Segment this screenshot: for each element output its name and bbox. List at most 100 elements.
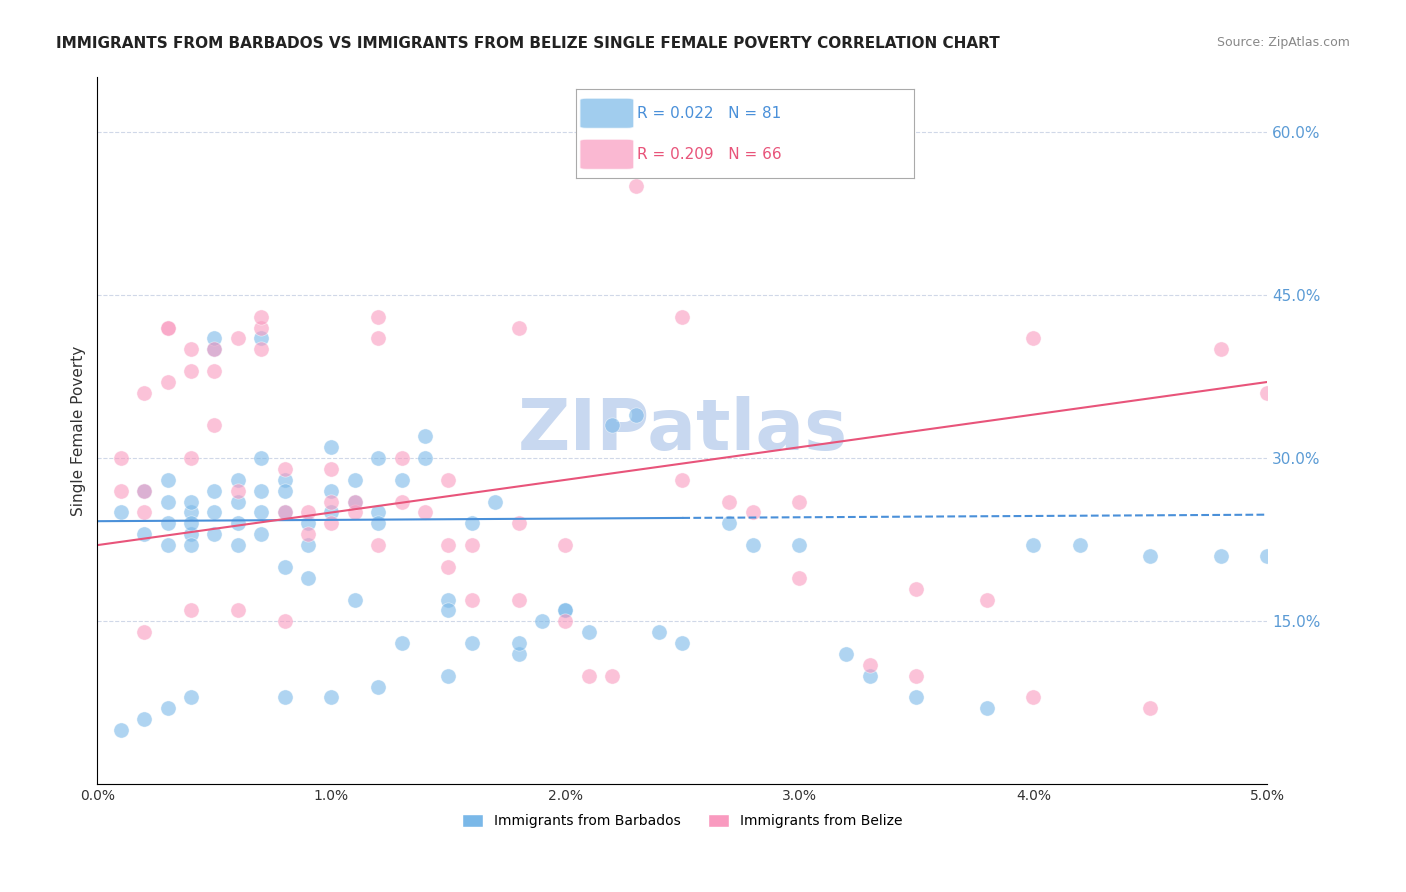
Point bbox=[367, 310, 389, 324]
Point bbox=[321, 494, 343, 508]
Point bbox=[671, 473, 693, 487]
Point bbox=[600, 668, 623, 682]
Point bbox=[624, 179, 647, 194]
Point bbox=[671, 310, 693, 324]
Text: R = 0.022   N = 81: R = 0.022 N = 81 bbox=[637, 106, 782, 120]
Point bbox=[741, 506, 763, 520]
Point bbox=[508, 320, 530, 334]
Point bbox=[578, 625, 600, 640]
Text: R = 0.209   N = 66: R = 0.209 N = 66 bbox=[637, 147, 782, 161]
Y-axis label: Single Female Poverty: Single Female Poverty bbox=[72, 346, 86, 516]
Point bbox=[226, 483, 249, 498]
Point bbox=[437, 592, 460, 607]
Point bbox=[250, 483, 273, 498]
Point bbox=[110, 451, 132, 466]
Point bbox=[508, 647, 530, 661]
Point bbox=[156, 516, 179, 531]
Point bbox=[391, 451, 413, 466]
Point bbox=[180, 506, 202, 520]
Point bbox=[156, 473, 179, 487]
FancyBboxPatch shape bbox=[579, 98, 634, 128]
Point bbox=[134, 385, 156, 400]
Point bbox=[250, 506, 273, 520]
Point bbox=[905, 668, 928, 682]
Point bbox=[578, 668, 600, 682]
Point bbox=[367, 516, 389, 531]
Point bbox=[343, 473, 366, 487]
Point bbox=[273, 483, 295, 498]
Point bbox=[554, 603, 576, 617]
Point bbox=[343, 494, 366, 508]
Point bbox=[180, 690, 202, 705]
Point bbox=[134, 483, 156, 498]
Point bbox=[180, 516, 202, 531]
Point bbox=[343, 592, 366, 607]
Text: IMMIGRANTS FROM BARBADOS VS IMMIGRANTS FROM BELIZE SINGLE FEMALE POVERTY CORRELA: IMMIGRANTS FROM BARBADOS VS IMMIGRANTS F… bbox=[56, 36, 1000, 51]
Point bbox=[789, 494, 811, 508]
Point bbox=[413, 506, 436, 520]
Point bbox=[250, 320, 273, 334]
Point bbox=[554, 614, 576, 628]
Point bbox=[343, 506, 366, 520]
Point bbox=[321, 462, 343, 476]
Point bbox=[110, 483, 132, 498]
Point bbox=[180, 603, 202, 617]
Point bbox=[180, 494, 202, 508]
Point bbox=[110, 723, 132, 737]
Point bbox=[156, 538, 179, 552]
Point bbox=[226, 538, 249, 552]
Point bbox=[413, 451, 436, 466]
Point bbox=[202, 364, 225, 378]
Point bbox=[1256, 385, 1278, 400]
Point bbox=[835, 647, 858, 661]
Point bbox=[134, 712, 156, 726]
Point bbox=[554, 603, 576, 617]
Point bbox=[367, 331, 389, 345]
Point bbox=[321, 516, 343, 531]
Point bbox=[250, 310, 273, 324]
Point bbox=[226, 516, 249, 531]
Point bbox=[273, 506, 295, 520]
Point bbox=[202, 506, 225, 520]
Point bbox=[1209, 343, 1232, 357]
Point bbox=[156, 375, 179, 389]
Point bbox=[134, 625, 156, 640]
Point bbox=[508, 592, 530, 607]
Point bbox=[321, 690, 343, 705]
Point bbox=[461, 538, 484, 552]
Point bbox=[273, 473, 295, 487]
Point bbox=[321, 440, 343, 454]
Point bbox=[202, 331, 225, 345]
Point bbox=[858, 668, 880, 682]
Point bbox=[1069, 538, 1091, 552]
Point bbox=[905, 690, 928, 705]
Point bbox=[391, 494, 413, 508]
Point bbox=[226, 603, 249, 617]
Point bbox=[624, 408, 647, 422]
Point bbox=[226, 473, 249, 487]
Point bbox=[789, 571, 811, 585]
Point bbox=[110, 506, 132, 520]
FancyBboxPatch shape bbox=[579, 139, 634, 169]
Point bbox=[250, 331, 273, 345]
Point bbox=[1139, 549, 1161, 563]
Point bbox=[391, 473, 413, 487]
Point bbox=[297, 538, 319, 552]
Point bbox=[905, 582, 928, 596]
Point bbox=[367, 538, 389, 552]
Point bbox=[484, 494, 506, 508]
Point bbox=[202, 343, 225, 357]
Point bbox=[273, 462, 295, 476]
Point bbox=[202, 343, 225, 357]
Point bbox=[180, 527, 202, 541]
Point bbox=[156, 320, 179, 334]
Point bbox=[437, 603, 460, 617]
Point bbox=[180, 538, 202, 552]
Point bbox=[554, 538, 576, 552]
Point bbox=[461, 636, 484, 650]
Point bbox=[250, 343, 273, 357]
Point bbox=[741, 538, 763, 552]
Point bbox=[437, 560, 460, 574]
Point bbox=[391, 636, 413, 650]
Legend: Immigrants from Barbados, Immigrants from Belize: Immigrants from Barbados, Immigrants fro… bbox=[457, 809, 908, 834]
